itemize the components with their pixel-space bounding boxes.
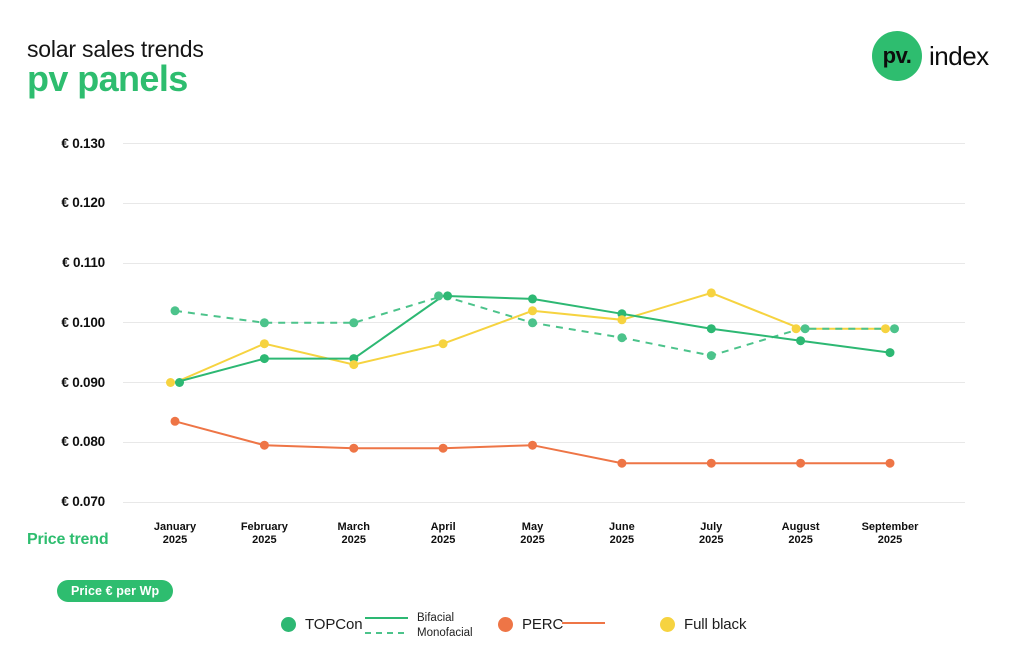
full-black-swatch-icon	[660, 617, 675, 632]
page-subtitle: solar sales trends	[27, 36, 204, 62]
legend-item-bifacial: Bifacial	[365, 611, 473, 624]
x-axis-tick-label: August 2025	[781, 521, 820, 546]
data-point-full-black	[166, 378, 175, 387]
gridline	[123, 143, 965, 144]
x-axis-tick-label: May 2025	[520, 521, 545, 546]
data-point-topcon-monofacial	[617, 333, 627, 343]
data-point-topcon-monofacial	[434, 291, 444, 301]
legend-item-perc: PERC	[498, 616, 563, 633]
data-point-full-black	[881, 324, 890, 334]
data-point-topcon-bifacial	[885, 348, 895, 358]
x-axis-tick-label: July 2025	[699, 521, 724, 546]
pv-index-logo: pv. index	[872, 31, 989, 81]
y-axis-tick-label: € 0.080	[61, 434, 105, 450]
data-point-full-black	[259, 339, 269, 349]
data-point-topcon-monofacial	[528, 318, 537, 328]
y-axis-tick-label: € 0.090	[61, 374, 105, 390]
data-point-topcon-monofacial	[259, 318, 269, 328]
perc-swatch-icon	[498, 617, 513, 632]
page-title: pv panels	[27, 58, 188, 99]
legend-topcon-variants: Bifacial Monofacial	[365, 609, 473, 639]
x-axis-tick-label: March 2025	[337, 521, 370, 546]
topcon-swatch-icon	[281, 617, 296, 632]
y-axis-tick-label: € 0.120	[61, 195, 105, 211]
data-point-full-black	[349, 360, 359, 370]
data-point-topcon-bifacial	[259, 354, 269, 364]
x-axis-tick-label: February 2025	[240, 521, 288, 546]
dashed-line-icon	[365, 631, 408, 634]
gridline	[123, 262, 965, 264]
data-point-topcon-monofacial	[170, 306, 180, 316]
data-point-topcon-bifacial	[796, 336, 806, 346]
data-point-topcon-bifacial	[706, 324, 716, 334]
logo-wordmark: index	[929, 40, 989, 71]
x-axis-tick-label: June 2025	[609, 521, 635, 546]
data-point-full-black	[617, 315, 627, 325]
logo-circle-icon: pv.	[872, 31, 922, 81]
legend-item-topcon: TOPCon	[281, 616, 363, 633]
solid-line-icon	[365, 616, 408, 619]
legend-perc-line	[562, 622, 605, 624]
data-point-perc	[885, 458, 895, 468]
legend-perc-label: PERC	[522, 616, 564, 633]
y-axis-tick-label: € 0.110	[62, 255, 105, 270]
data-point-topcon-monofacial	[706, 351, 716, 361]
gridline	[123, 382, 965, 383]
data-point-perc	[170, 416, 180, 426]
legend-monofacial-label: Monofacial	[417, 626, 473, 639]
logo-circle-text: pv.	[882, 43, 912, 68]
gridline	[123, 322, 965, 324]
data-point-topcon-monofacial	[349, 318, 359, 328]
solid-line-icon	[562, 622, 605, 624]
data-point-topcon-monofacial	[800, 324, 810, 334]
unit-badge: Price € per Wp	[57, 580, 174, 602]
data-point-topcon-bifacial	[443, 291, 453, 301]
y-axis-tick-label: € 0.130	[61, 135, 105, 151]
legend-item-monofacial: Monofacial	[365, 626, 473, 639]
data-point-full-black	[706, 288, 716, 298]
gridline	[123, 501, 965, 503]
data-point-topcon-bifacial	[528, 294, 537, 304]
legend-topcon-label: TOPCon	[305, 616, 363, 633]
legend-item-full-black: Full black	[660, 616, 746, 633]
data-point-full-black	[791, 324, 801, 334]
data-point-perc	[528, 440, 537, 450]
y-axis-tick-label: € 0.070	[61, 494, 105, 509]
data-point-perc	[706, 458, 716, 468]
x-axis-tick-label: April 2025	[430, 521, 456, 546]
x-axis-tick-label: September 2025	[861, 521, 919, 546]
data-point-perc	[259, 440, 269, 450]
gridline	[123, 202, 965, 204]
data-point-topcon-monofacial	[890, 324, 899, 334]
data-point-perc	[438, 443, 448, 453]
data-point-topcon-bifacial	[175, 378, 184, 387]
x-axis-tick-label: January 2025	[153, 521, 197, 546]
gridline	[123, 441, 965, 443]
legend-bifacial-label: Bifacial	[417, 611, 455, 624]
legend-full-black-label: Full black	[684, 616, 747, 633]
y-axis-tick-label: € 0.100	[61, 314, 105, 330]
data-point-perc	[349, 443, 359, 453]
data-point-perc	[796, 458, 806, 468]
data-point-full-black	[528, 306, 537, 316]
data-point-perc	[617, 458, 627, 468]
data-point-full-black	[438, 339, 448, 349]
price-trend-label: Price trend	[27, 531, 109, 548]
